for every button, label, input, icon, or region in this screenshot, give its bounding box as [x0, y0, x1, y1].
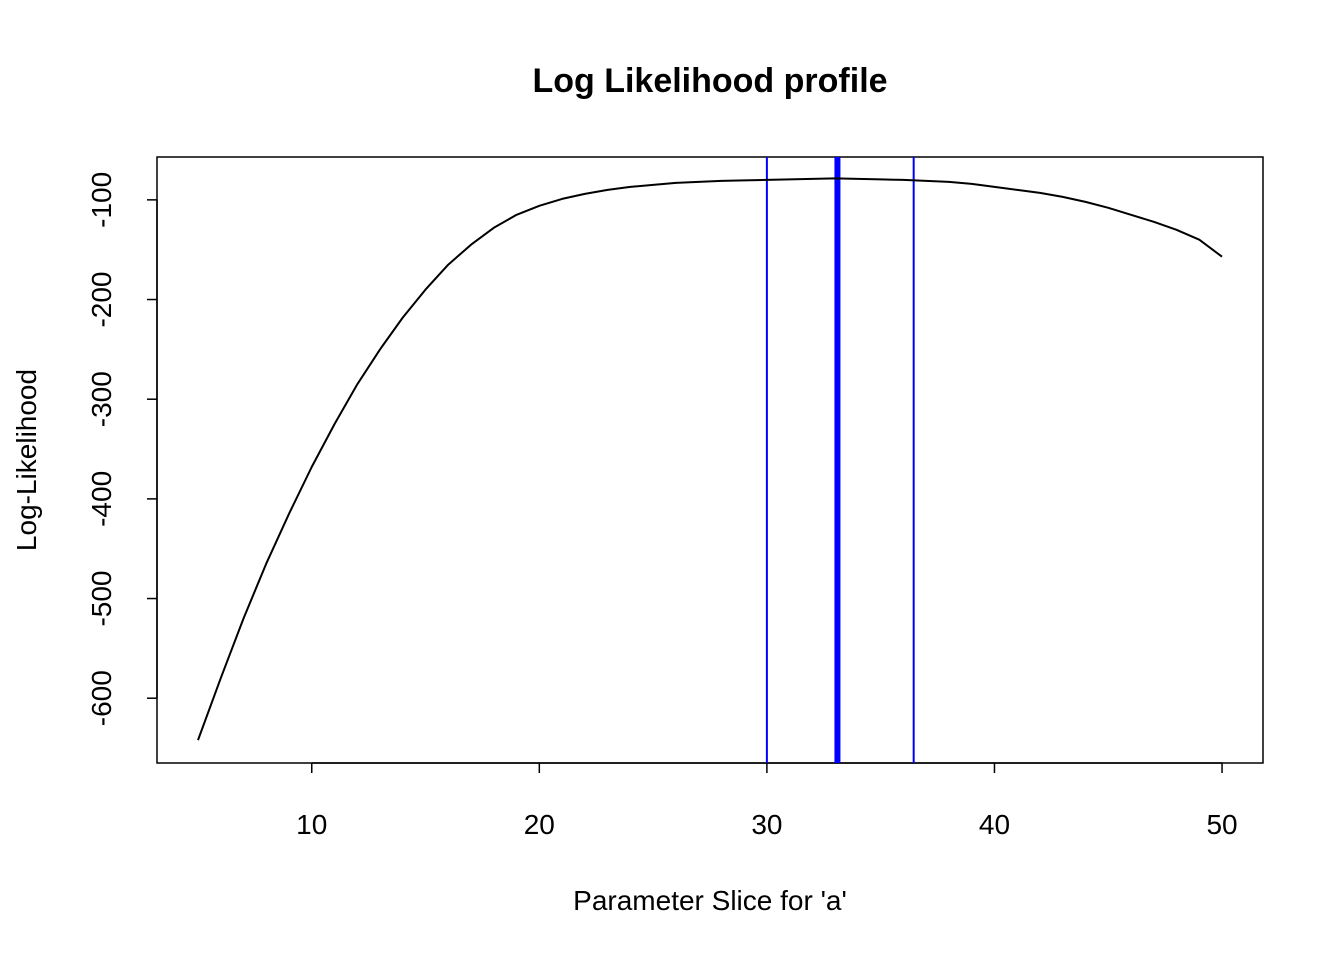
chart-title: Log Likelihood profile [532, 62, 887, 100]
series-line [197, 177, 1223, 741]
y-tick-label: -100 [86, 172, 117, 228]
y-axis: -600 -500 -400 -300 -200 -100 [86, 172, 158, 726]
y-tick-label: -600 [86, 670, 117, 726]
x-tick-label: 40 [979, 809, 1010, 840]
reference-lines [765, 157, 915, 763]
x-tick-label: 10 [296, 809, 327, 840]
y-tick-label: -200 [86, 272, 117, 328]
x-tick-label: 20 [524, 809, 555, 840]
plot-frame [156, 156, 1264, 764]
x-tick-label: 30 [751, 809, 782, 840]
y-axis-label: Log-Likelihood [11, 369, 42, 551]
series-group [197, 177, 1223, 741]
x-axis-label: Parameter Slice for 'a' [573, 885, 847, 916]
x-axis: 10 20 30 40 50 [296, 762, 1238, 840]
y-tick-label: -400 [86, 471, 117, 527]
y-tick-label: -500 [86, 571, 117, 627]
y-tick-label: -300 [86, 371, 117, 427]
x-tick-label: 50 [1206, 809, 1237, 840]
